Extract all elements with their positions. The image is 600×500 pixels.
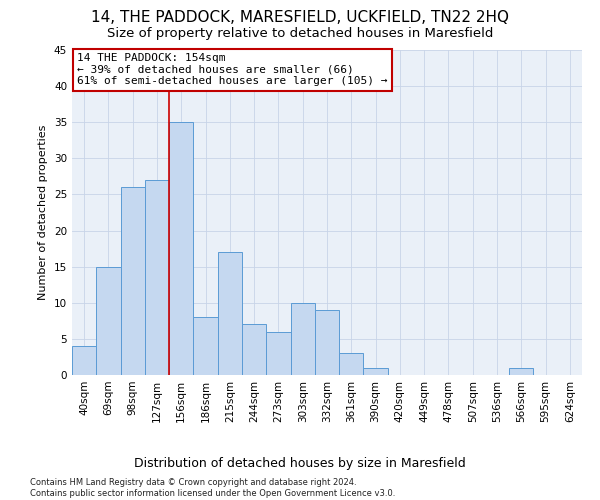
Bar [509, 368, 533, 375]
Y-axis label: Number of detached properties: Number of detached properties [38, 125, 49, 300]
Bar [121, 187, 145, 375]
Text: Contains HM Land Registry data © Crown copyright and database right 2024.
Contai: Contains HM Land Registry data © Crown c… [30, 478, 395, 498]
Bar [145, 180, 169, 375]
Bar [290, 303, 315, 375]
Bar [72, 346, 96, 375]
Text: Distribution of detached houses by size in Maresfield: Distribution of detached houses by size … [134, 458, 466, 470]
Bar [266, 332, 290, 375]
Text: Size of property relative to detached houses in Maresfield: Size of property relative to detached ho… [107, 28, 493, 40]
Bar [218, 252, 242, 375]
Text: 14, THE PADDOCK, MARESFIELD, UCKFIELD, TN22 2HQ: 14, THE PADDOCK, MARESFIELD, UCKFIELD, T… [91, 10, 509, 25]
Bar [364, 368, 388, 375]
Bar [193, 317, 218, 375]
Text: 14 THE PADDOCK: 154sqm
← 39% of detached houses are smaller (66)
61% of semi-det: 14 THE PADDOCK: 154sqm ← 39% of detached… [77, 53, 388, 86]
Bar [96, 266, 121, 375]
Bar [339, 354, 364, 375]
Bar [169, 122, 193, 375]
Bar [315, 310, 339, 375]
Bar [242, 324, 266, 375]
